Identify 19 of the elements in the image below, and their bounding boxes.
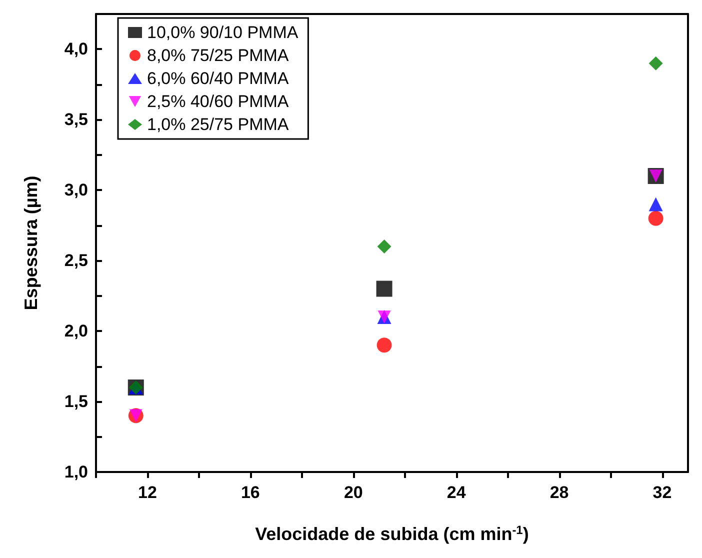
y-tick-label: 1,5 <box>64 392 88 412</box>
y-tick-label: 1,0 <box>64 462 88 482</box>
y-tick-label: 3,0 <box>64 180 88 200</box>
legend-label: 2,5% 40/60 PMMA <box>147 92 290 111</box>
y-tick-label: 2,5 <box>64 251 88 270</box>
x-tick-label: 12 <box>138 483 157 502</box>
x-tick-label: 28 <box>550 483 569 502</box>
y-axis-title: Espessura (µm) <box>21 176 41 310</box>
legend-label: 8,0% 75/25 PMMA <box>147 46 290 65</box>
x-tick-label: 16 <box>240 483 260 502</box>
y-tick-label: 2,0 <box>64 322 88 341</box>
y-tick-label: 4,0 <box>64 40 88 59</box>
legend-label: 1,0% 25/75 PMMA <box>147 115 290 134</box>
x-tick-label: 20 <box>344 483 363 502</box>
y-tick-label: 3,5 <box>64 110 88 130</box>
legend-label: 6,0% 60/40 PMMA <box>147 69 290 88</box>
x-tick-label: 24 <box>446 483 466 502</box>
legend-label: 10,0% 90/10 PMMA <box>147 23 299 42</box>
x-tick-label: 32 <box>652 483 672 502</box>
